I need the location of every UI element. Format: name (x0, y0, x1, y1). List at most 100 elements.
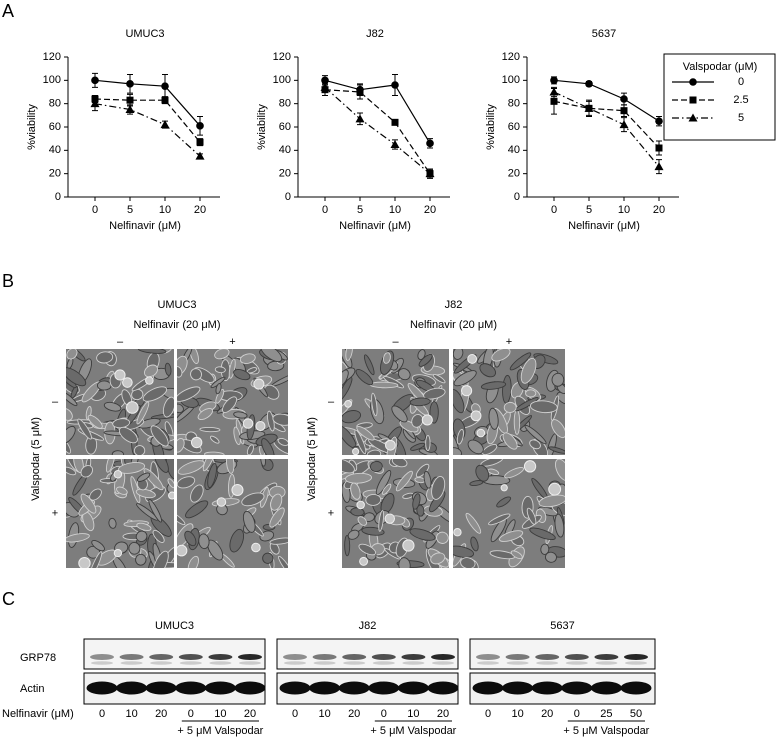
series-line (324, 89, 431, 175)
cell (198, 533, 210, 550)
marker (619, 120, 629, 129)
cell (409, 397, 431, 407)
cell (202, 459, 216, 472)
cell (491, 349, 511, 362)
cell (66, 367, 87, 387)
cell-bright (385, 439, 396, 451)
band (531, 681, 563, 695)
cell (128, 542, 141, 555)
cell (162, 396, 174, 418)
band-faint (120, 661, 143, 665)
cell (77, 418, 92, 440)
micrograph (342, 459, 449, 568)
blot-frame (469, 638, 656, 670)
blot-title: UMUC3 (155, 620, 194, 632)
cell (355, 369, 374, 386)
column-label: + (229, 336, 235, 348)
cell (199, 426, 221, 433)
cell (177, 403, 184, 414)
band (312, 654, 337, 660)
cell (469, 480, 484, 487)
cell (496, 496, 512, 508)
cell (411, 414, 424, 428)
series-line (324, 86, 431, 175)
y-tick-label: 60 (508, 121, 520, 133)
cell (136, 401, 150, 425)
cell-bright (359, 556, 369, 566)
band (502, 681, 534, 695)
blot-row-label: Actin (20, 683, 44, 695)
lane-label: 0 (292, 708, 298, 720)
lane-label: 20 (437, 708, 449, 720)
cell (502, 432, 518, 450)
band-faint (372, 661, 395, 665)
cell (80, 493, 97, 514)
cell-bright (216, 497, 227, 507)
cell (177, 438, 185, 453)
cell (96, 351, 114, 364)
cell (354, 429, 367, 455)
cell (190, 484, 204, 503)
band-faint (432, 661, 454, 665)
cell (184, 530, 197, 547)
cell (87, 414, 103, 429)
cell (425, 435, 431, 452)
cell-bright (356, 500, 365, 510)
cell (135, 488, 156, 499)
cell (137, 472, 151, 482)
cell (453, 447, 462, 455)
band (590, 681, 622, 695)
marker (196, 138, 204, 146)
cell (344, 472, 373, 484)
band (368, 681, 400, 695)
cell (66, 349, 78, 360)
band-faint (595, 661, 618, 665)
cell-bright (421, 414, 433, 426)
cell-bright (113, 548, 123, 558)
cell-bright (168, 491, 174, 500)
blot-row-label: GRP78 (20, 652, 56, 664)
band-faint (565, 661, 588, 665)
band-faint (209, 661, 232, 665)
cell (153, 459, 169, 473)
cell (423, 387, 446, 400)
x-tick-label: 20 (653, 204, 665, 216)
band (234, 681, 266, 695)
cell (502, 374, 512, 404)
cell (66, 425, 76, 445)
micrograph (453, 459, 565, 568)
cell (269, 537, 288, 545)
x-tick-label: 0 (92, 204, 98, 216)
series-line (553, 79, 660, 122)
group-label: + 5 μM Valspodar (177, 725, 263, 737)
marker (320, 82, 330, 91)
cell-bright (467, 354, 478, 364)
band (86, 681, 118, 695)
marker (426, 139, 434, 148)
cell (148, 499, 163, 523)
cell (133, 445, 146, 455)
group-label: + 5 μM Valspodar (370, 725, 456, 737)
cell (513, 409, 521, 435)
cell-bright (190, 436, 203, 449)
cell (430, 552, 446, 565)
cell-bright (352, 447, 360, 455)
cell (130, 476, 141, 504)
column-label: – (117, 336, 124, 348)
x-tick-label: 20 (424, 204, 436, 216)
band-faint (179, 661, 202, 665)
cell (556, 391, 565, 405)
cell (66, 391, 78, 407)
lane-label: 10 (511, 708, 523, 720)
band (371, 654, 396, 660)
cell (233, 369, 251, 381)
cell (135, 553, 147, 566)
y-tick-label: 40 (508, 144, 520, 156)
series-line (324, 79, 431, 144)
blot-title: 5637 (550, 620, 574, 632)
cell (177, 476, 196, 489)
marker (126, 80, 134, 88)
marker (390, 140, 400, 148)
lane-label: 50 (630, 708, 642, 720)
x-tick-label: 10 (159, 204, 171, 216)
